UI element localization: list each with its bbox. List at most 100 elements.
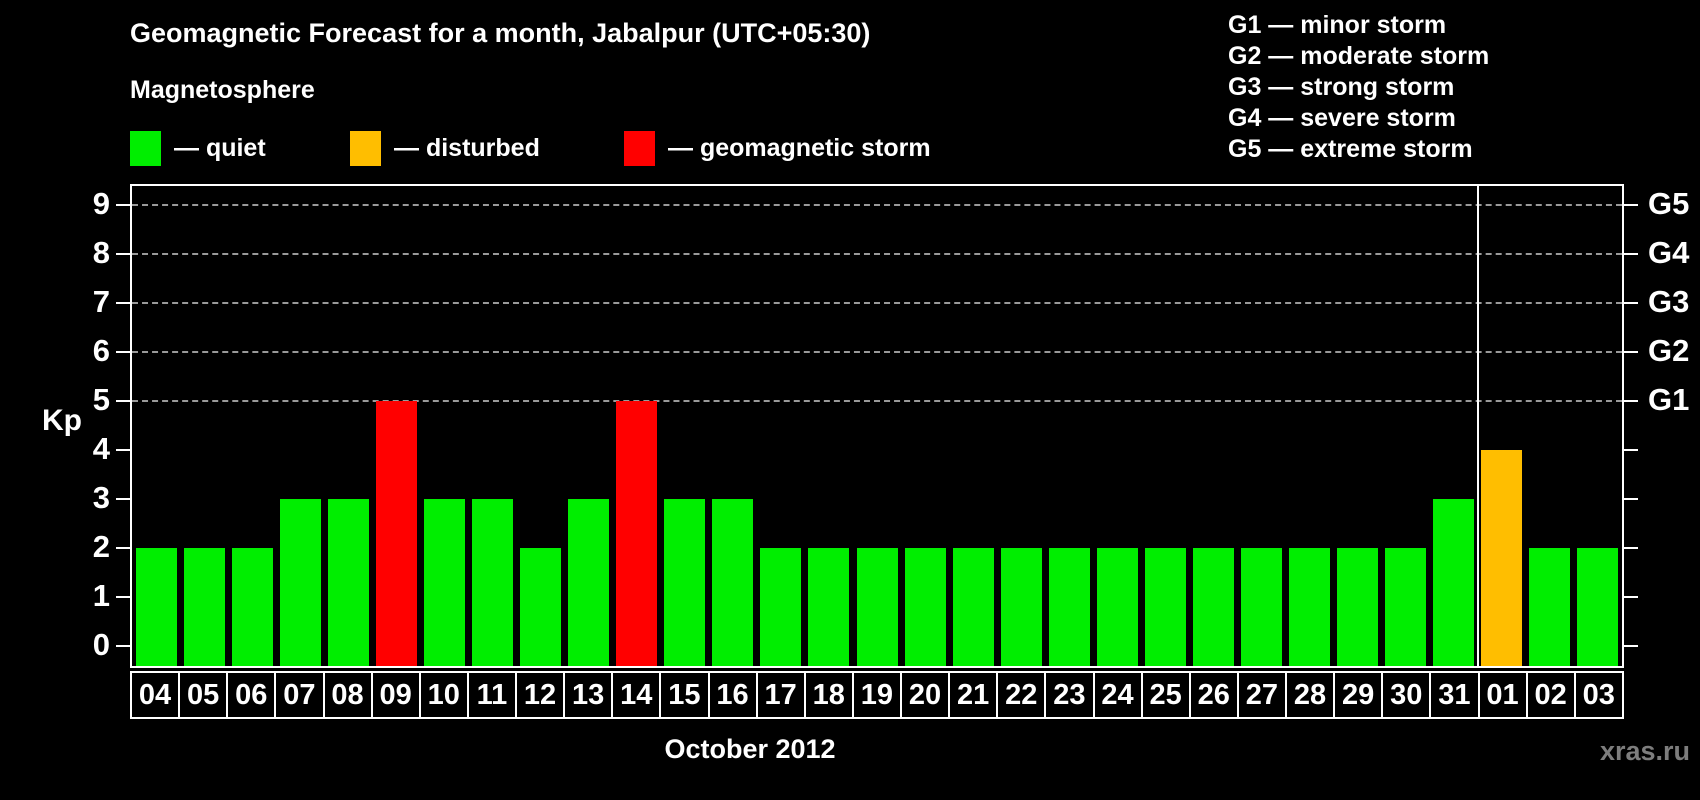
y-axis-label-4: 4	[92, 431, 110, 466]
day-label-24: 24	[1092, 671, 1143, 719]
g-axis-label-g5: G5	[1648, 186, 1690, 221]
day-label-07: 07	[274, 671, 325, 719]
bar-day-21	[952, 548, 994, 666]
y-tick-left-8	[116, 253, 130, 255]
bar-day-25	[1144, 548, 1186, 666]
g-scale-legend: G1 — minor storm G2 — moderate storm G3 …	[1228, 10, 1489, 165]
gridline-kp-9	[132, 204, 1622, 206]
day-label-20: 20	[900, 671, 951, 719]
bar-day-17	[760, 548, 802, 666]
chart-title: Geomagnetic Forecast for a month, Jabalp…	[130, 18, 871, 48]
y-axis-label-9: 9	[92, 186, 110, 221]
bar-day-29	[1337, 548, 1379, 666]
g3-legend-line: G3 — strong storm	[1228, 73, 1455, 101]
bar-day-15	[664, 499, 706, 666]
bar-day-20	[904, 548, 946, 666]
y-tick-right-6	[1624, 351, 1638, 353]
day-axis: 04 05 06 07 08 09 10 11 12 13 14 15 16 17 18 19 20 21 22 23…	[130, 671, 1624, 719]
legend-item-quiet: — quiet	[130, 130, 266, 166]
bar-day-09	[375, 401, 417, 666]
day-label-27: 27	[1236, 671, 1287, 719]
day-label-22: 22	[996, 671, 1047, 719]
y-axis-label-7: 7	[92, 284, 110, 319]
watermark: xras.ru	[1599, 736, 1690, 766]
bar-day-31	[1433, 499, 1475, 666]
y-axis-label-6: 6	[92, 333, 110, 368]
day-label-26: 26	[1188, 671, 1239, 719]
y-tick-right-4	[1624, 449, 1638, 451]
y-tick-left-6	[116, 351, 130, 353]
bar-day-11	[471, 499, 513, 666]
legend-quiet-label: — quiet	[174, 133, 266, 162]
day-label-16: 16	[707, 671, 758, 719]
y-axis-label-5: 5	[92, 382, 110, 417]
y-tick-right-3	[1624, 498, 1638, 500]
bar-day-26	[1192, 548, 1234, 666]
gridline-kp-8	[132, 253, 1622, 255]
magnetosphere-label: Magnetosphere	[130, 76, 315, 104]
bar-day-19	[856, 548, 898, 666]
month-separator	[1476, 186, 1479, 666]
y-tick-right-9	[1624, 204, 1638, 206]
day-label-03: 03	[1573, 671, 1624, 719]
bar-day-13	[568, 499, 610, 666]
y-axis-title: Kp	[42, 404, 82, 437]
y-tick-right-5	[1624, 400, 1638, 402]
y-tick-left-0	[116, 645, 130, 647]
g4-legend-line: G4 — severe storm	[1228, 104, 1456, 132]
day-label-25: 25	[1140, 671, 1191, 719]
y-tick-right-7	[1624, 302, 1638, 304]
gridline-kp-6	[132, 351, 1622, 353]
y-axis-label-8: 8	[92, 235, 110, 270]
legend-storm-label: — geomagnetic storm	[668, 133, 931, 162]
y-tick-left-7	[116, 302, 130, 304]
legend-item-storm: — geomagnetic storm	[624, 130, 931, 166]
bar-day-14	[616, 401, 658, 666]
g-axis-label-g4: G4	[1648, 235, 1690, 270]
day-label-17: 17	[755, 671, 806, 719]
x-axis-title: October 2012	[664, 734, 836, 764]
plot-area: 0 1 2 3 4 5 6 7 8 9 G1 G2 G3 G4 G5	[93, 184, 1689, 668]
bar-day-03	[1577, 548, 1619, 666]
y-tick-left-2	[116, 547, 130, 549]
y-tick-left-4	[116, 449, 130, 451]
y-tick-right-8	[1624, 253, 1638, 255]
day-label-04: 04	[130, 671, 181, 719]
bar-day-16	[712, 499, 754, 666]
day-label-19: 19	[851, 671, 902, 719]
day-label-05: 05	[178, 671, 229, 719]
bar-day-07	[279, 499, 321, 666]
bar-day-02	[1529, 548, 1571, 666]
day-label-15: 15	[659, 671, 710, 719]
bar-day-22	[1000, 548, 1042, 666]
g-axis-label-g2: G2	[1648, 333, 1690, 368]
bar-day-08	[327, 499, 369, 666]
bar-day-23	[1048, 548, 1090, 666]
day-label-30: 30	[1381, 671, 1432, 719]
y-axis-label-3: 3	[92, 480, 110, 515]
bar-day-27	[1241, 548, 1283, 666]
g1-legend-line: G1 — minor storm	[1228, 11, 1447, 39]
day-label-23: 23	[1044, 671, 1095, 719]
day-label-12: 12	[515, 671, 566, 719]
storm-color-swatch-icon	[624, 130, 655, 166]
g-axis-label-g1: G1	[1648, 382, 1690, 417]
g2-legend-line: G2 — moderate storm	[1228, 42, 1490, 70]
y-tick-left-1	[116, 596, 130, 598]
g-axis-label-g3: G3	[1648, 284, 1690, 319]
bar-day-01	[1481, 450, 1523, 666]
y-tick-right-0	[1624, 645, 1638, 647]
day-label-09: 09	[370, 671, 421, 719]
bar-day-05	[183, 548, 225, 666]
day-label-29: 29	[1333, 671, 1384, 719]
bar-day-30	[1385, 548, 1427, 666]
day-label-06: 06	[226, 671, 277, 719]
day-label-14: 14	[611, 671, 662, 719]
bar-day-28	[1289, 548, 1331, 666]
y-tick-left-5	[116, 400, 130, 402]
day-label-31: 31	[1429, 671, 1480, 719]
day-label-28: 28	[1285, 671, 1336, 719]
y-tick-left-9	[116, 204, 130, 206]
legend-item-disturbed: — disturbed	[350, 130, 540, 166]
y-axis-label-0: 0	[92, 627, 110, 662]
